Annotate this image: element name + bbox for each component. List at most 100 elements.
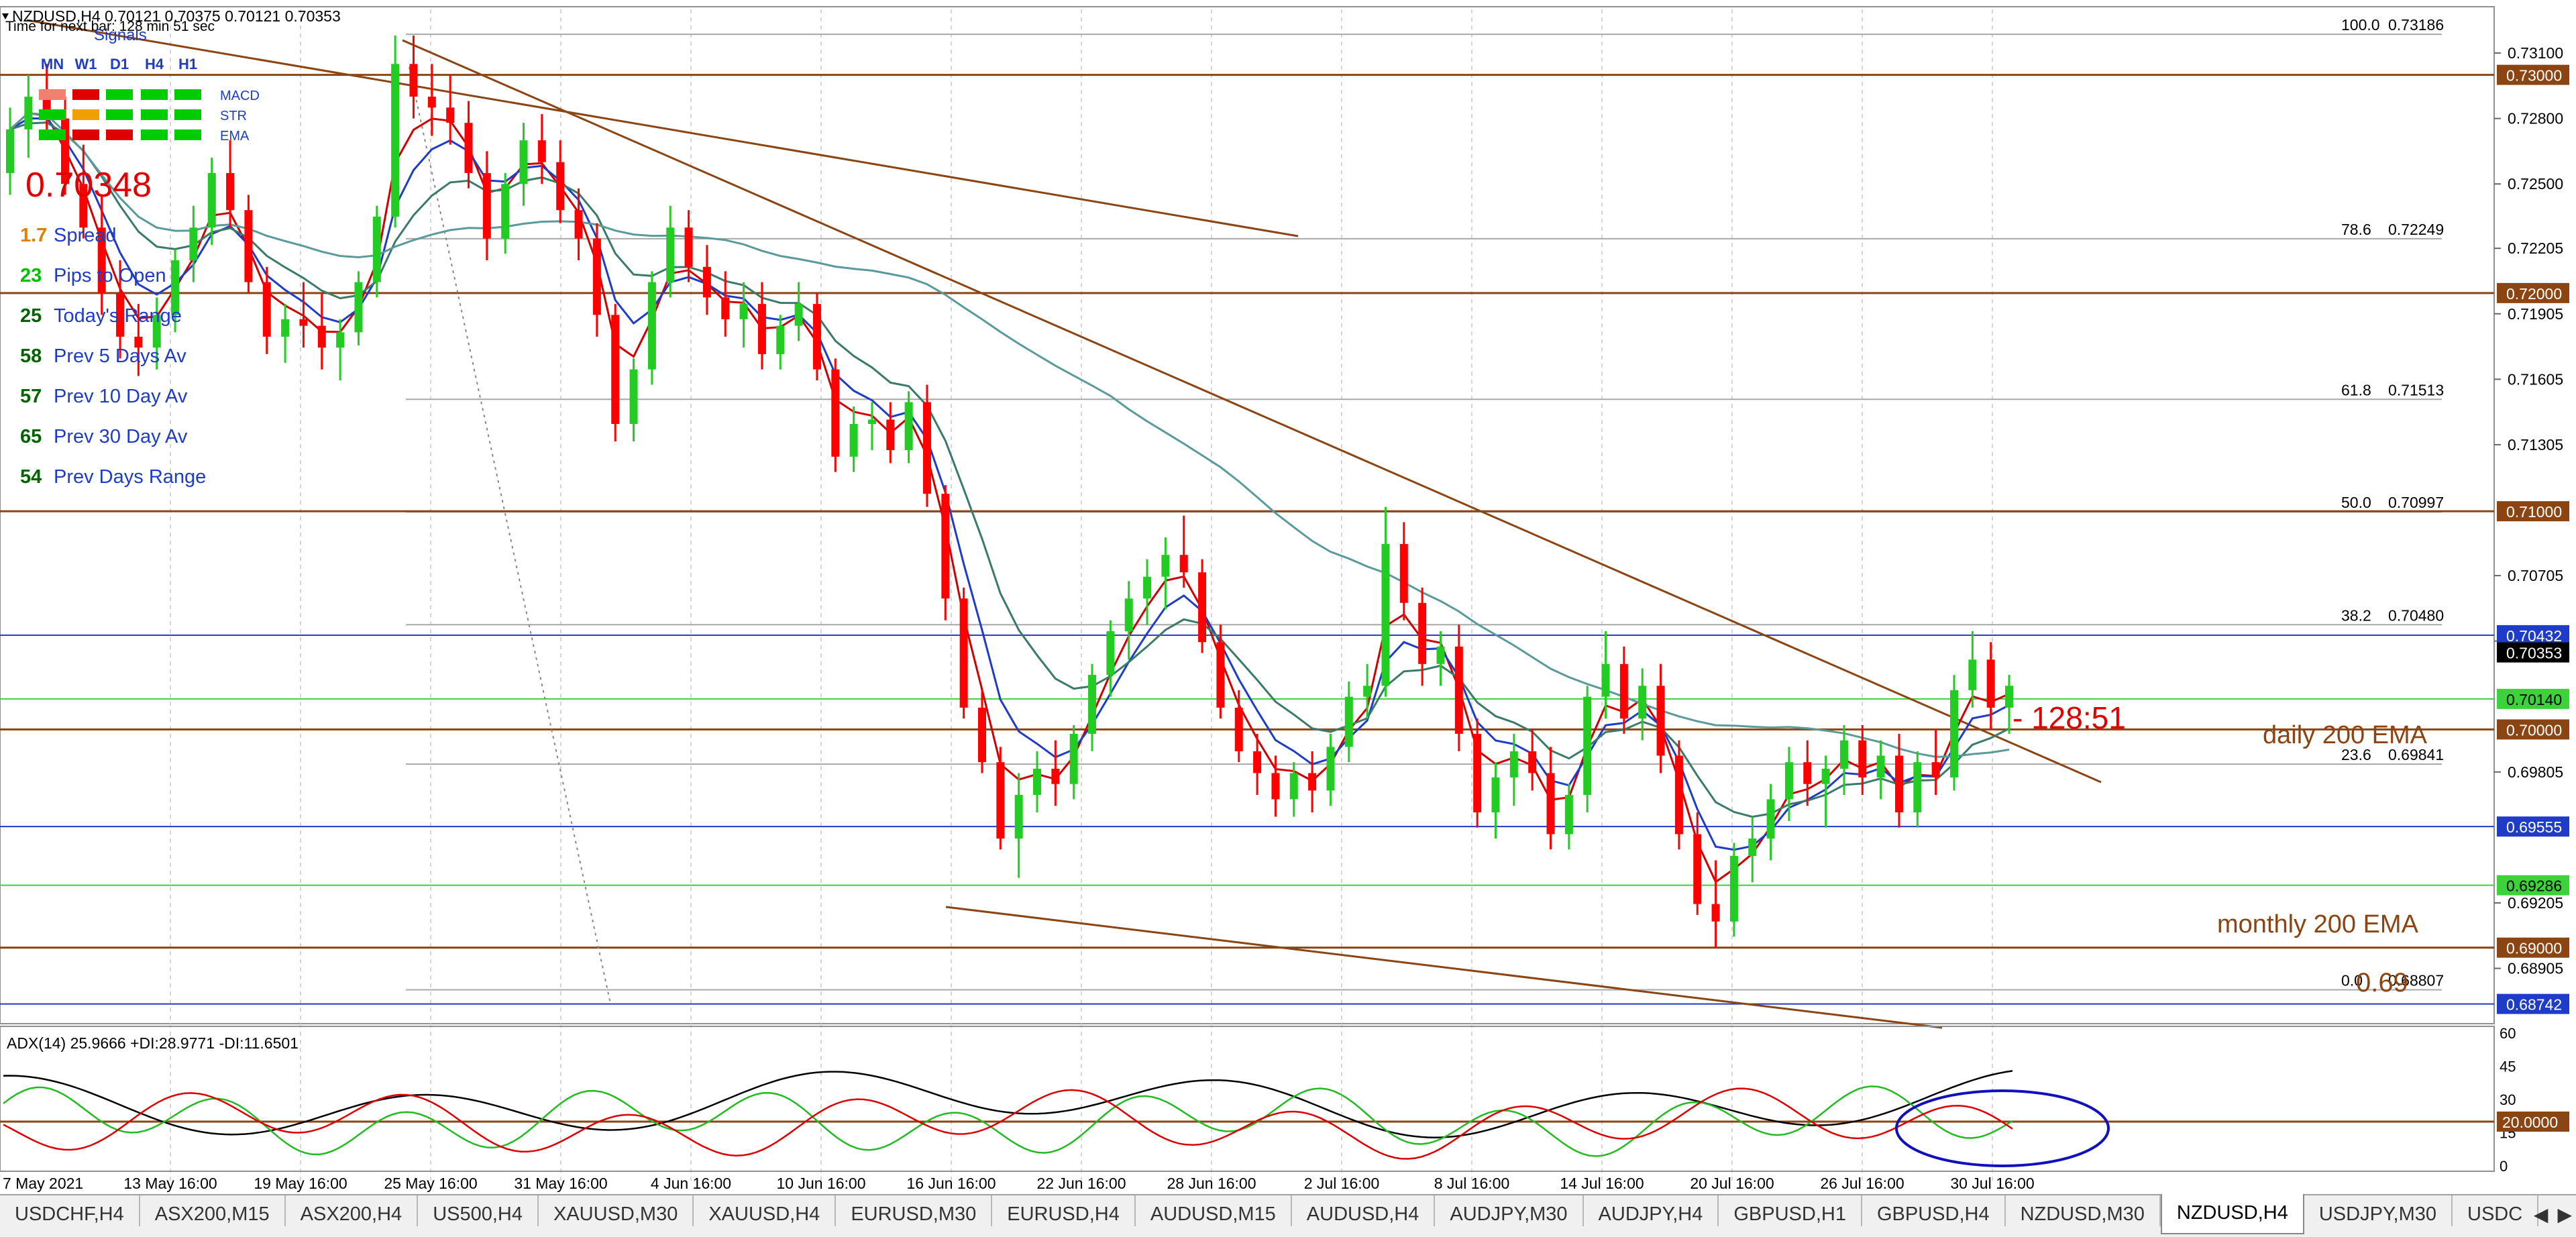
tab-usdc[interactable]: USDC <box>2453 1195 2539 1226</box>
fib-value: 0.72249 <box>2388 221 2444 238</box>
price-label-box <box>2497 719 2569 740</box>
price-tick-label: 0.72500 <box>2508 175 2563 193</box>
candle-body <box>812 304 821 370</box>
signal-cell <box>106 89 133 100</box>
signal-cell <box>39 89 66 100</box>
main-pane-frame <box>0 6 2495 1024</box>
tab-usdjpy-m30[interactable]: USDJPY,M30 <box>2304 1195 2453 1226</box>
price-label-box <box>2497 816 2569 837</box>
candle-body <box>1601 663 1610 697</box>
tab-nzdusd-h4[interactable]: NZDUSD,H4 <box>2160 1194 2304 1234</box>
stat-label: Pips to Open <box>54 265 166 286</box>
candle-body <box>409 64 418 97</box>
candle-body <box>959 598 968 708</box>
candle-body <box>6 129 14 173</box>
signal-timeframe: D1 <box>110 56 129 72</box>
candle-body <box>317 325 326 348</box>
candle-body <box>1913 762 1922 812</box>
current-price: 0.70348 <box>25 166 152 205</box>
signal-cell <box>72 129 99 140</box>
tab-us500-h4[interactable]: US500,H4 <box>418 1195 539 1226</box>
candle-body <box>776 325 785 354</box>
minus-di-line <box>3 1087 2013 1160</box>
candle-body <box>1161 555 1170 577</box>
descending-trendline <box>402 39 2102 784</box>
tab-asx200-m15[interactable]: ASX200,M15 <box>140 1195 286 1226</box>
price-tick-label: 0.71905 <box>2508 305 2563 323</box>
adx-tick-label: 0 <box>2500 1158 2508 1175</box>
tab-nzdusd-m30[interactable]: NZDUSD,M30 <box>2006 1195 2161 1226</box>
candle-body <box>42 97 51 119</box>
tab-asx200-h4[interactable]: ASX200,H4 <box>286 1195 419 1226</box>
candle-body <box>1051 768 1060 784</box>
candle-body <box>1656 686 1665 756</box>
candle-body <box>1528 751 1537 773</box>
tab-xauusd-m30[interactable]: XAUUSD,M30 <box>539 1195 694 1226</box>
signal-cell <box>72 89 99 100</box>
candle-body <box>1363 686 1372 697</box>
candle-body <box>299 319 308 326</box>
tab-scroll-arrows: ◀ ▶ <box>2534 1203 2572 1226</box>
tab-scroll-right-icon[interactable]: ▶ <box>2557 1204 2572 1225</box>
tab-eurusd-m30[interactable]: EURUSD,M30 <box>836 1195 993 1226</box>
candle-body <box>446 107 455 123</box>
fib-value: 0.70480 <box>2388 606 2444 624</box>
tab-eurusd-h4[interactable]: EURUSD,H4 <box>992 1195 1136 1226</box>
tab-audjpy-m30[interactable]: AUDJPY,M30 <box>1435 1195 1584 1226</box>
tab-xauusd-h4[interactable]: XAUUSD,H4 <box>694 1195 837 1226</box>
adx-frame <box>0 1026 2495 1172</box>
tab-gbpusd-h4[interactable]: GBPUSD,H4 <box>1862 1195 2006 1226</box>
candle-body <box>1179 555 1188 573</box>
signal-cell <box>141 89 168 100</box>
price-label-box <box>2497 993 2569 1014</box>
tab-usdchf-h4[interactable]: USDCHF,H4 <box>0 1195 140 1226</box>
tab-audusd-h4[interactable]: AUDUSD,H4 <box>1292 1195 1436 1226</box>
price-label-box <box>2497 642 2569 663</box>
tab-audusd-m15[interactable]: AUDUSD,M15 <box>1136 1195 1292 1226</box>
time-tick-label: 7 May 2021 <box>3 1175 83 1192</box>
fib-value: 0.73186 <box>2388 16 2444 34</box>
price-label-box <box>2497 688 2569 709</box>
candle-body <box>1674 755 1683 835</box>
candle-body <box>1326 747 1335 791</box>
candle-body <box>482 172 491 239</box>
time-tick-label: 10 Jun 16:00 <box>776 1175 865 1192</box>
candle-body <box>189 227 198 261</box>
plus-di-line <box>3 1085 2013 1157</box>
candle-body <box>1638 686 1647 719</box>
price-label-text: 0.70140 <box>2506 691 2562 708</box>
tab-audjpy-h4[interactable]: AUDJPY,H4 <box>1584 1195 1719 1226</box>
candle-body <box>1711 904 1720 922</box>
candle-body <box>757 304 766 354</box>
price-tick-label: 0.73100 <box>2508 44 2563 62</box>
candle-body <box>372 217 381 282</box>
candle-body <box>1784 762 1793 800</box>
daily-ema-label: daily 200 EMA <box>2263 721 2428 749</box>
fib-value: 0.71513 <box>2388 381 2444 398</box>
candle-body <box>1931 762 1940 777</box>
candle-body <box>171 260 180 315</box>
candle-body <box>592 238 601 315</box>
candle-body <box>702 266 711 298</box>
price-axis: 0.73100 0.72800 0.72500 0.72205 0.71905 0.716… <box>2494 0 2576 1194</box>
candle-body <box>391 64 400 217</box>
tab-gbpusd-h1[interactable]: GBPUSD,H1 <box>1719 1195 1862 1226</box>
time-tick-label: 30 Jul 16:00 <box>1950 1175 2034 1192</box>
candle-body <box>427 97 436 108</box>
tab-scroll-left-icon[interactable]: ◀ <box>2533 1204 2548 1225</box>
signal-row-name: STR <box>220 109 247 123</box>
candle-body <box>1803 762 1812 784</box>
candle-body <box>1033 768 1042 795</box>
signal-timeframe: MN <box>41 56 64 72</box>
upper-trendline <box>26 19 1299 237</box>
chart-header: NZDUSD,H4 0.70121 0.70375 0.70121 0.7035… <box>12 7 341 25</box>
time-tick-label: 13 May 16:00 <box>123 1175 217 1192</box>
ema-line <box>9 121 2010 818</box>
price-label-text: 0.70000 <box>2506 721 2562 739</box>
stats-panel: 0.70348 1.7 Spread 23 Pips to Open 25 Today's… <box>20 166 206 488</box>
chart-menu-icon[interactable] <box>2 13 9 19</box>
adx-level-text: 20.0000 <box>2502 1114 2558 1131</box>
price-tick-label: 0.71605 <box>2508 370 2563 388</box>
candle-body <box>611 315 620 425</box>
